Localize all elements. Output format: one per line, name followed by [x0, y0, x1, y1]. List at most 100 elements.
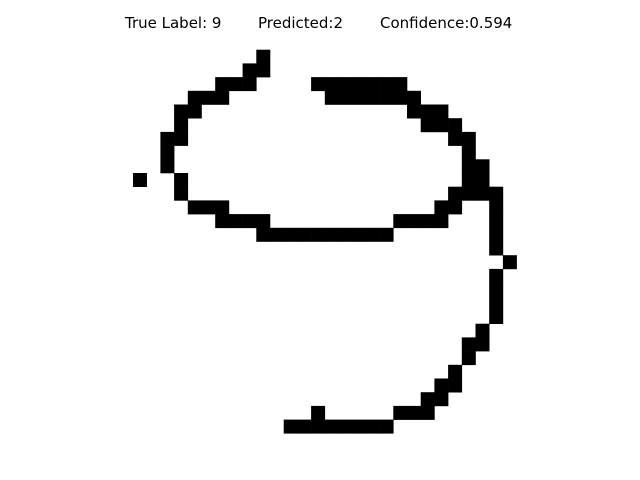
ink-pixel — [228, 214, 243, 229]
ink-pixel — [448, 131, 463, 146]
ink-pixel — [352, 419, 367, 434]
ink-pixel — [461, 159, 476, 174]
ink-pixel — [448, 186, 463, 201]
ink-pixel — [475, 173, 490, 187]
ink-pixel — [379, 77, 394, 92]
ink-pixel — [324, 90, 339, 105]
ink-pixel — [324, 419, 339, 434]
ink-pixel — [365, 77, 380, 92]
ink-pixel — [379, 419, 394, 434]
ink-pixel — [215, 77, 230, 92]
ink-pixel — [174, 173, 189, 187]
ink-pixel — [475, 159, 490, 174]
ink-pixel — [174, 104, 189, 119]
true-label-text: True Label: 9 — [124, 14, 221, 32]
ink-pixel — [215, 200, 230, 215]
ink-pixel — [297, 419, 312, 434]
ink-pixel — [434, 378, 449, 393]
ink-pixel — [489, 214, 504, 229]
ink-pixel — [489, 241, 504, 256]
ink-pixel — [160, 159, 175, 174]
ink-pixel — [393, 405, 408, 420]
ink-pixel — [311, 419, 326, 434]
ink-pixel — [489, 186, 504, 201]
ink-pixel — [174, 186, 189, 201]
ink-pixel — [379, 90, 394, 105]
ink-pixel — [160, 145, 175, 160]
ink-pixel — [311, 405, 326, 420]
ink-pixel — [215, 90, 230, 105]
ink-pixel — [338, 227, 353, 242]
ink-pixel — [187, 200, 202, 215]
ink-pixel — [502, 255, 517, 270]
ink-pixel — [324, 227, 339, 242]
ink-pixel — [297, 227, 312, 242]
ink-pixel — [489, 200, 504, 215]
ink-pixel — [489, 296, 504, 311]
ink-pixel — [461, 145, 476, 160]
ink-pixel — [338, 90, 353, 105]
ink-pixel — [352, 90, 367, 105]
confidence-text: Confidence:0.594 — [380, 14, 512, 32]
ink-pixel — [352, 77, 367, 92]
ink-pixel — [201, 90, 216, 105]
ink-pixel — [365, 90, 380, 105]
ink-pixel — [187, 104, 202, 119]
ink-pixel — [461, 173, 476, 187]
ink-pixel — [475, 337, 490, 352]
ink-pixel — [338, 77, 353, 92]
ink-pixel — [187, 90, 202, 105]
ink-pixel — [420, 392, 435, 407]
digit-image — [133, 49, 517, 434]
ink-pixel — [489, 227, 504, 242]
ink-pixel — [365, 419, 380, 434]
ink-pixel — [461, 131, 476, 146]
ink-pixel — [407, 104, 421, 119]
ink-pixel — [311, 77, 326, 92]
ink-pixel — [242, 214, 257, 229]
ink-pixel — [393, 77, 408, 92]
ink-pixel — [489, 310, 504, 324]
ink-pixel — [201, 200, 216, 215]
ink-pixel — [461, 351, 476, 366]
ink-pixel — [434, 118, 449, 133]
ink-pixel — [338, 419, 353, 434]
ink-pixel — [160, 131, 175, 146]
ink-pixel — [434, 214, 449, 229]
ink-pixel — [420, 405, 435, 420]
ink-pixel — [475, 186, 490, 201]
ink-pixel — [393, 90, 408, 105]
ink-pixel — [407, 90, 421, 105]
ink-pixel — [174, 131, 189, 146]
ink-pixel — [461, 186, 476, 201]
ink-pixel — [475, 323, 490, 338]
ink-pixel — [420, 104, 435, 119]
predicted-label-text: Predicted:2 — [258, 14, 343, 32]
ink-pixel — [174, 118, 189, 133]
ink-pixel — [311, 227, 326, 242]
ink-pixel — [448, 118, 463, 133]
ink-pixel — [407, 214, 421, 229]
ink-pixel — [461, 337, 476, 352]
ink-pixel — [365, 227, 380, 242]
ink-pixel — [256, 49, 271, 64]
ink-pixel — [283, 227, 298, 242]
ink-pixel — [242, 77, 257, 92]
ink-pixel — [215, 214, 230, 229]
ink-pixel — [434, 104, 449, 119]
ink-pixel — [324, 77, 339, 92]
ink-pixel — [407, 405, 421, 420]
ink-pixel — [256, 227, 271, 242]
ink-pixel — [256, 63, 271, 78]
ink-pixel — [448, 378, 463, 393]
ink-pixel — [256, 214, 271, 229]
ink-pixel — [489, 268, 504, 283]
ink-pixel — [133, 173, 147, 187]
ink-pixel — [489, 282, 504, 297]
ink-pixel — [434, 200, 449, 215]
ink-pixel — [448, 200, 463, 215]
ink-pixel — [420, 118, 435, 133]
ink-pixel — [228, 77, 243, 92]
ink-pixel — [420, 214, 435, 229]
